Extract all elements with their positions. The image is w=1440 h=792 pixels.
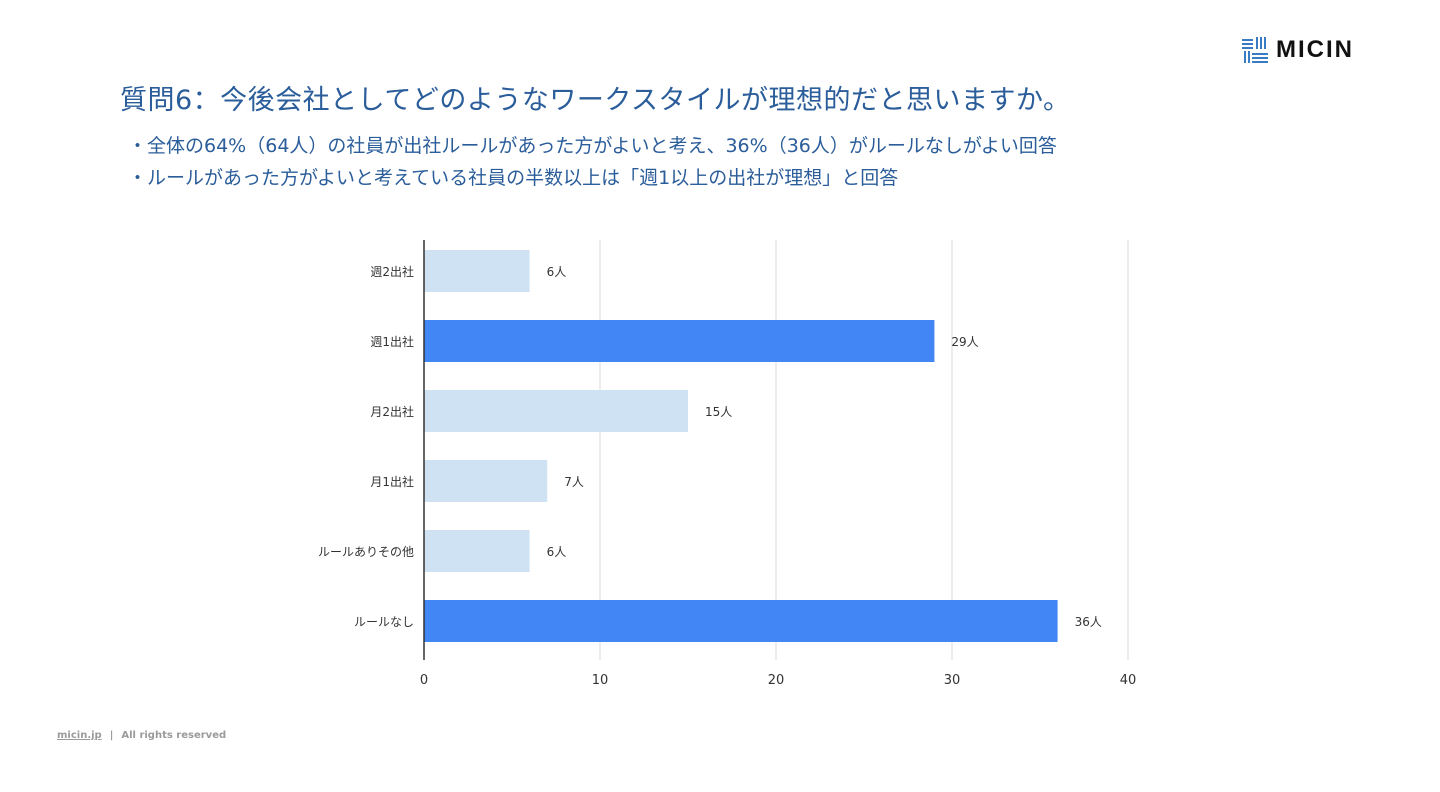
bullet-item: ・ルールがあった方がよいと考えている社員の半数以上は「週1以上の出社が理想」と回… bbox=[128, 167, 899, 189]
bar bbox=[424, 390, 688, 432]
footer: micin.jp | All rights reserved bbox=[57, 730, 226, 741]
footer-separator: | bbox=[109, 730, 114, 741]
logo-text: MICIN bbox=[1276, 36, 1354, 63]
bullet-item: ・全体の64%（64人）の社員が出社ルールがあった方がよいと考え、36%（36人… bbox=[128, 135, 1057, 157]
category-label: 週2出社 bbox=[370, 264, 414, 279]
page-title: 質問6：今後会社としてどのようなワークスタイルが理想的だと思いますか。 bbox=[120, 85, 1071, 116]
data-label: 6人 bbox=[547, 265, 567, 279]
category-label: ルールありその他 bbox=[318, 545, 414, 559]
bar bbox=[424, 460, 548, 502]
data-label: 15人 bbox=[705, 405, 732, 419]
footer-link[interactable]: micin.jp bbox=[57, 730, 102, 741]
bar bbox=[424, 600, 1058, 642]
x-tick-label: 30 bbox=[944, 673, 961, 688]
data-label: 6人 bbox=[547, 545, 567, 559]
micin-logo: MICIN bbox=[1242, 36, 1354, 64]
micin-logo-icon bbox=[1242, 37, 1268, 63]
summary-bullets: ・全体の64%（64人）の社員が出社ルールがあった方がよいと考え、36%（36人… bbox=[128, 130, 1057, 194]
data-label: 36人 bbox=[1075, 615, 1102, 629]
data-label: 7人 bbox=[564, 475, 584, 489]
footer-rights: All rights reserved bbox=[121, 730, 227, 741]
x-tick-label: 40 bbox=[1120, 673, 1137, 688]
category-label: 月2出社 bbox=[370, 404, 414, 419]
category-label: 月1出社 bbox=[370, 474, 414, 489]
category-label: ルールなし bbox=[354, 615, 414, 629]
data-label: 29人 bbox=[951, 335, 978, 349]
x-tick-label: 20 bbox=[768, 673, 785, 688]
category-label: 週1出社 bbox=[370, 334, 414, 349]
bar bbox=[424, 320, 935, 362]
bar bbox=[424, 250, 530, 292]
x-tick-label: 10 bbox=[592, 673, 609, 688]
x-tick-label: 0 bbox=[420, 673, 428, 688]
bar bbox=[424, 530, 530, 572]
